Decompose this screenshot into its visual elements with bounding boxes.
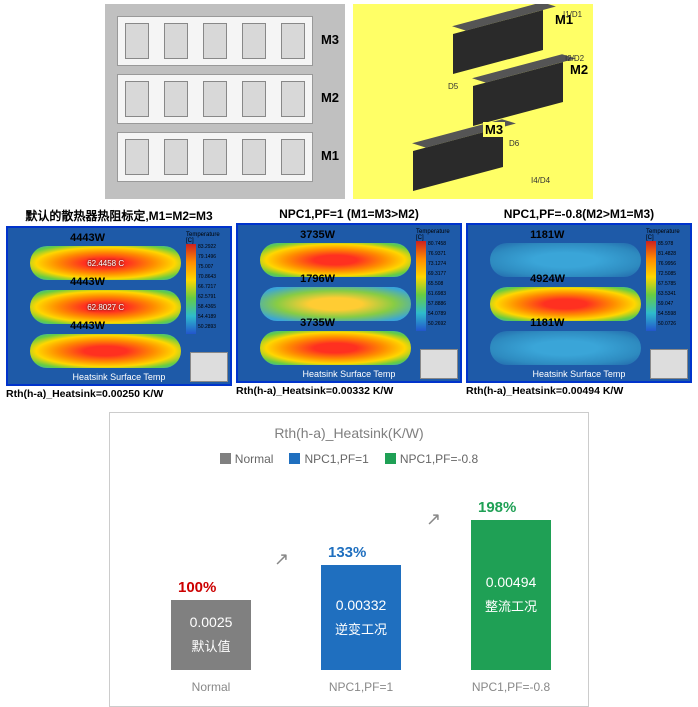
chart-legend: NormalNPC1,PF=1NPC1,PF=-0.8 <box>126 451 572 466</box>
band-power-label: 4443W <box>70 320 105 332</box>
heatmap-title: 默认的散热器热阻标定,M1=M2=M3 <box>6 207 232 224</box>
heatmap-band <box>260 331 411 365</box>
label-m2: M2 <box>321 90 339 105</box>
bar: 0.0025默认值 <box>171 600 251 670</box>
rth-label: Rth(h-a)_Heatsink=0.00494 K/W <box>466 385 692 397</box>
band-power-label: 1181W <box>530 317 564 329</box>
heatmap-footer: Heatsink Surface Temp <box>73 372 166 382</box>
axis-label: Normal <box>166 680 256 694</box>
heatmap-0: 默认的散热器热阻标定,M1=M2=M362.4458 C4443W62.8027… <box>6 207 232 400</box>
module-row-m3 <box>117 16 313 66</box>
bar-percent: 100% <box>178 579 216 596</box>
module-layout-panel: M3 M2 M1 <box>105 4 345 199</box>
heatmap-2: NPC1,PF=-0.8(M2>M1=M3)1181W4924W1181WTem… <box>466 207 692 400</box>
band-power-label: 3735W <box>300 317 335 329</box>
bar: 0.00494整流工况 <box>471 520 551 670</box>
module-row-m1 <box>117 132 313 182</box>
heatmap-band <box>260 243 411 277</box>
rth-label: Rth(h-a)_Heatsink=0.00250 K/W <box>6 388 232 400</box>
band-power-label: 4443W <box>70 276 105 288</box>
mini-layout-icon <box>190 352 228 382</box>
mini-layout-icon <box>650 349 688 379</box>
band-power-label: 1181W <box>530 229 564 241</box>
heatmap-footer: Heatsink Surface Temp <box>303 369 396 379</box>
chart-title: Rth(h-a)_Heatsink(K/W) <box>126 425 572 441</box>
heatmap-band: 62.4458 C <box>30 246 181 280</box>
heatmap-band <box>30 334 181 368</box>
schem-label-m3: M3 <box>483 122 505 137</box>
axis-label: NPC1,PF=1 <box>316 680 406 694</box>
heatmap-1: NPC1,PF=1 (M1=M3>M2)3735W1796W3735WTempe… <box>236 207 462 400</box>
band-power-label: 3735W <box>300 229 335 241</box>
heatmap-band <box>260 287 411 321</box>
label-m1: M1 <box>321 148 339 163</box>
heatmap-footer: Heatsink Surface Temp <box>533 369 626 379</box>
axis-label: NPC1,PF=-0.8 <box>466 680 556 694</box>
mini-layout-icon <box>420 349 458 379</box>
label-m3: M3 <box>321 32 339 47</box>
heatmap-band <box>490 331 641 365</box>
rth-label: Rth(h-a)_Heatsink=0.00332 K/W <box>236 385 462 397</box>
schem-label-m2: M2 <box>568 62 590 77</box>
heatmap-band <box>490 287 641 321</box>
bar: 0.00332逆变工况 <box>321 565 401 670</box>
bar-percent: 133% <box>328 544 366 561</box>
band-power-label: 4924W <box>530 273 565 285</box>
heatmap-band <box>490 243 641 277</box>
heatmap-title: NPC1,PF=-0.8(M2>M1=M3) <box>466 207 692 221</box>
module-row-m2 <box>117 74 313 124</box>
heatmap-title: NPC1,PF=1 (M1=M3>M2) <box>236 207 462 221</box>
band-power-label: 1796W <box>300 273 335 285</box>
bar-percent: 198% <box>478 499 516 516</box>
band-power-label: 4443W <box>70 232 105 244</box>
chart-area: ↗ ↗ 100%0.0025默认值Normal133%0.00332逆变工况NP… <box>126 488 572 698</box>
schematic-panel: M1 M2 M3 I1/D1 I2/D2 D5 D6 I4/D4 <box>353 4 593 199</box>
bar-chart: Rth(h-a)_Heatsink(K/W) NormalNPC1,PF=1NP… <box>109 412 589 707</box>
heatmap-band: 62.8027 C <box>30 290 181 324</box>
